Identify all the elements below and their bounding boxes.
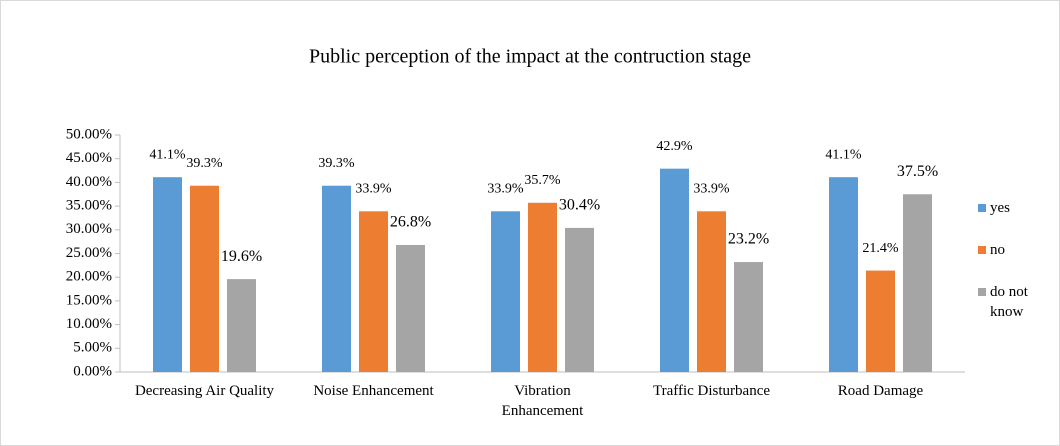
value-label: 39.3% bbox=[318, 156, 355, 171]
value-label: 39.3% bbox=[186, 156, 223, 171]
bar bbox=[903, 194, 932, 372]
y-tick-label: 30.00% bbox=[66, 221, 112, 237]
legend-swatch bbox=[978, 204, 986, 212]
y-tick-label: 40.00% bbox=[66, 174, 112, 190]
legend-label: no bbox=[990, 242, 1005, 258]
bar bbox=[734, 262, 763, 372]
bar bbox=[153, 177, 182, 372]
y-tick-label: 35.00% bbox=[66, 198, 112, 214]
bar bbox=[528, 202, 557, 372]
bar bbox=[866, 270, 895, 372]
value-label: 30.4% bbox=[559, 197, 600, 214]
x-tick-label: Vibration Enhancement bbox=[501, 383, 584, 419]
bar bbox=[190, 185, 219, 372]
value-label: 33.9% bbox=[487, 182, 524, 197]
x-tick-label: Noise Enhancement bbox=[313, 383, 434, 399]
value-label: 33.9% bbox=[355, 182, 392, 197]
bar bbox=[660, 168, 689, 372]
value-label: 26.8% bbox=[390, 214, 431, 231]
value-label: 35.7% bbox=[524, 173, 561, 188]
y-tick-label: 15.00% bbox=[66, 292, 112, 308]
y-tick-label: 0.00% bbox=[73, 363, 112, 379]
x-tick-label: Road Damage bbox=[837, 383, 924, 399]
bar bbox=[322, 185, 351, 372]
value-label: 19.6% bbox=[221, 248, 262, 265]
y-tick-label: 5.00% bbox=[73, 340, 112, 356]
value-label: 42.9% bbox=[656, 139, 693, 154]
value-label: 23.2% bbox=[728, 231, 769, 248]
x-tick-label: Decreasing Air Quality bbox=[134, 383, 275, 399]
value-label: 33.9% bbox=[693, 182, 730, 197]
y-tick-label: 45.00% bbox=[66, 150, 112, 166]
value-label: 41.1% bbox=[825, 147, 862, 162]
bar bbox=[396, 244, 425, 372]
y-tick-label: 50.00% bbox=[66, 126, 112, 142]
legend-swatch bbox=[978, 288, 986, 296]
bar bbox=[697, 211, 726, 372]
y-tick-label: 20.00% bbox=[66, 269, 112, 285]
bar bbox=[565, 227, 594, 372]
bar bbox=[491, 211, 520, 372]
bar bbox=[359, 211, 388, 372]
y-tick-label: 10.00% bbox=[66, 316, 112, 332]
x-tick-label: Traffic Disturbance bbox=[652, 383, 771, 399]
legend-label: yes bbox=[990, 200, 1010, 216]
legend-label: do not know bbox=[990, 284, 1028, 320]
value-label: 37.5% bbox=[897, 163, 938, 180]
legend-swatch bbox=[978, 246, 986, 254]
bar bbox=[227, 279, 256, 372]
bar bbox=[829, 177, 858, 372]
value-label: 21.4% bbox=[862, 241, 899, 256]
value-label: 41.1% bbox=[149, 147, 186, 162]
chart-title: Public perception of the impact at the c… bbox=[309, 46, 751, 68]
y-tick-label: 25.00% bbox=[66, 245, 112, 261]
